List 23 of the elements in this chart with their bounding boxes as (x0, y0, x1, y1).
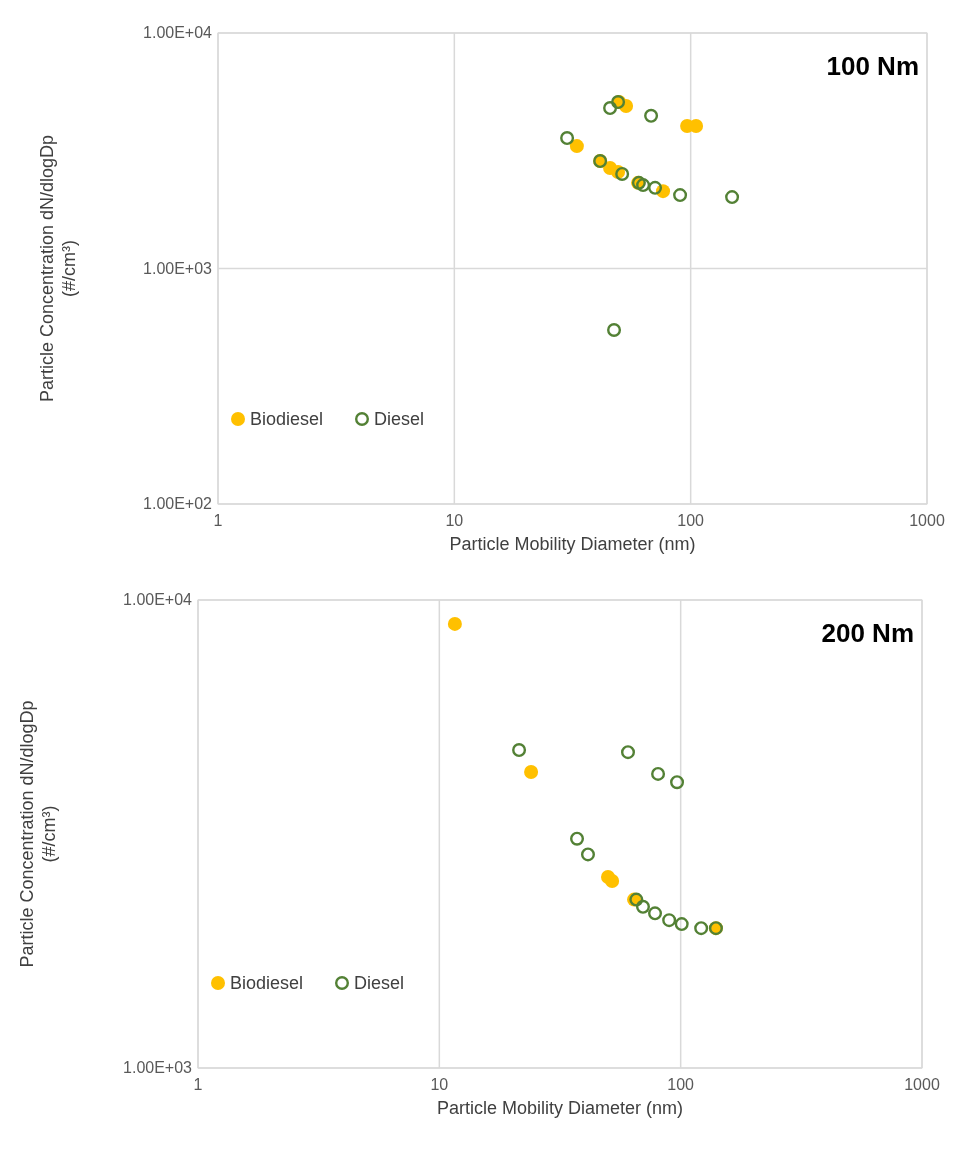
x-tick-label: 100 (677, 512, 705, 529)
legend-label: Diesel (374, 409, 425, 429)
y-tick-label: 1.00E+03 (123, 1059, 193, 1076)
text: 100 Nm (826, 51, 919, 81)
y-tick-label: 1.00E+04 (143, 24, 213, 41)
legend-label: Biodiesel (250, 409, 324, 429)
y-tick-label: 1.00E+02 (143, 495, 213, 512)
legend-label: Biodiesel (230, 973, 304, 993)
y-tick-label: 1.00E+04 (123, 591, 193, 608)
x-tick-label: 10 (445, 512, 464, 529)
y-tick-label: 1.00E+03 (143, 259, 213, 277)
x-tick-label: 10 (430, 1076, 449, 1093)
x-tick-label: 1000 (904, 1076, 940, 1093)
x-tick-label: 1 (193, 1076, 203, 1093)
x-tick-label: 1000 (909, 512, 945, 529)
x-tick-label: 1 (213, 512, 223, 529)
text: 200 Nm (821, 618, 914, 648)
legend-label: Diesel (354, 973, 405, 993)
x-axis-title: Particle Mobility Diameter (nm) (436, 1098, 684, 1118)
y-axis-title: Particle Concentration dN/dlogDp (#/cm³) (17, 700, 59, 968)
y-axis-title: Particle Concentration dN/dlogDp (#/cm³) (37, 134, 79, 403)
x-tick-label: 100 (667, 1076, 695, 1093)
x-axis-title: Particle Mobility Diameter (nm) (449, 534, 696, 554)
